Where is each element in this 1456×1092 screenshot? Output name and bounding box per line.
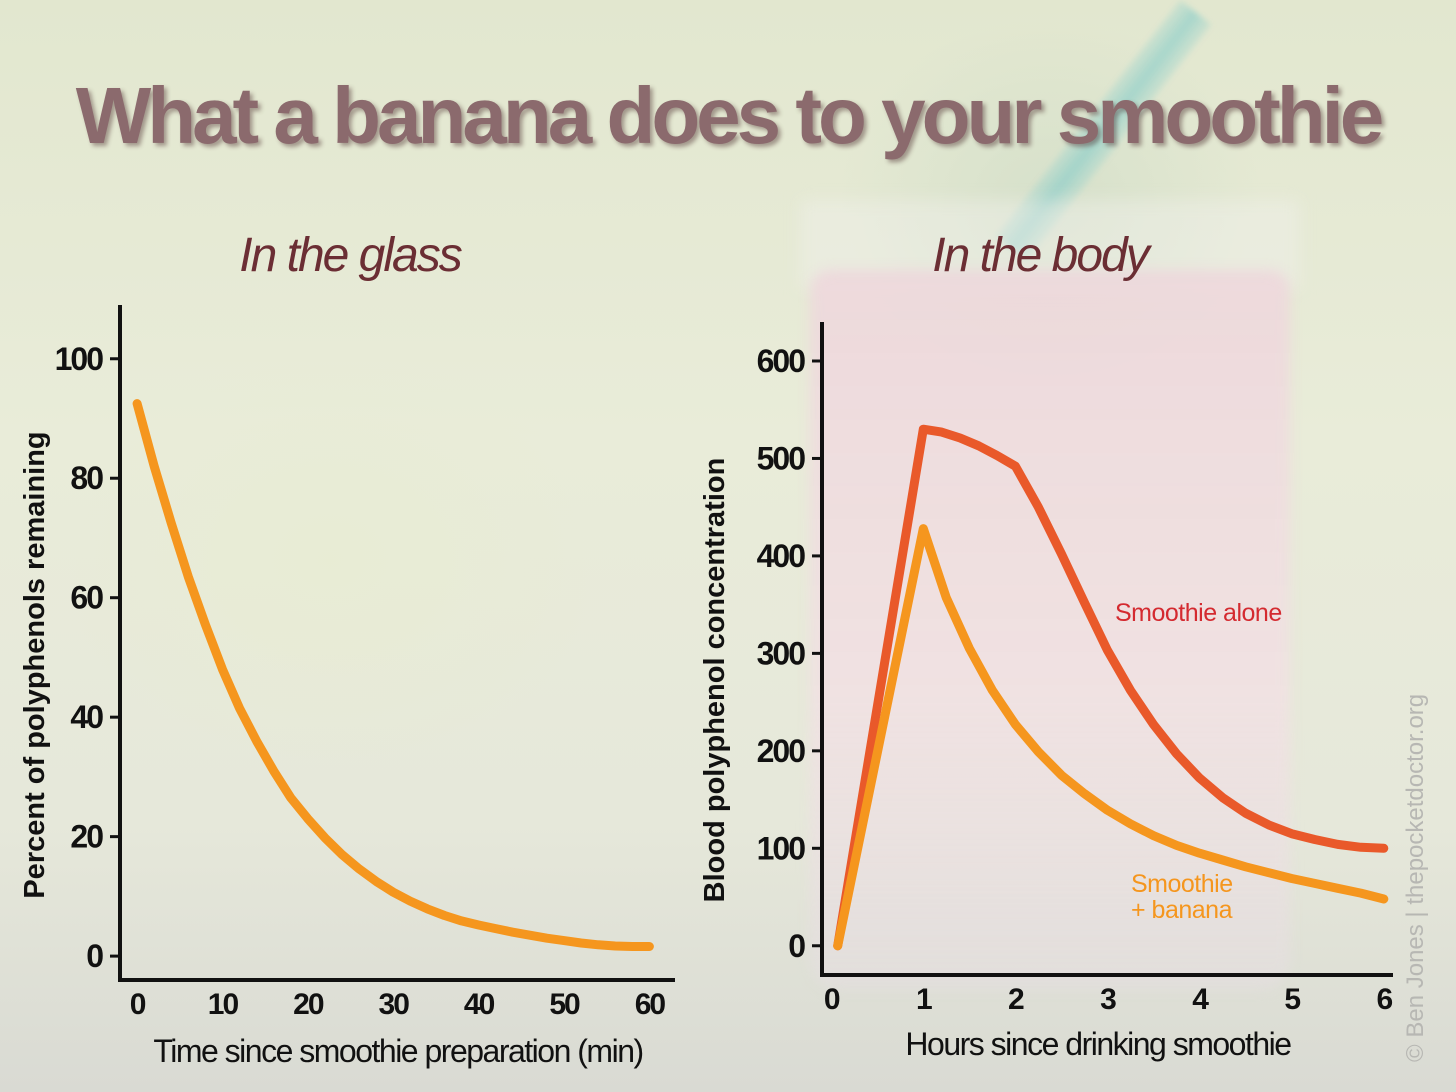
y-tick-label: 80: [70, 460, 103, 496]
series-line-smoothie-alone: [833, 424, 1389, 951]
series-label: Smoothie + banana: [1131, 870, 1233, 924]
credit-text: © Ben Jones | thepocketdoctor.org: [1402, 693, 1429, 1062]
y-tick-label: 20: [70, 819, 103, 855]
y-axis-label: Percent of polyphenols remaining: [19, 431, 51, 898]
y-tick-label: 0: [788, 928, 805, 964]
y-tick-label: 0: [86, 938, 103, 974]
y-tick-label: 600: [757, 343, 806, 379]
series-line-polyphenols: [132, 399, 654, 951]
series-label: Smoothie alone: [1115, 599, 1282, 627]
y-tick-label: 400: [757, 538, 806, 574]
y-axis-label: Blood polyphenol concentration: [699, 458, 731, 903]
y-tick-label: 500: [757, 440, 806, 476]
x-tick-label: 60: [635, 988, 666, 1021]
x-tick-label: 30: [379, 988, 410, 1021]
y-tick-label: 60: [70, 580, 103, 616]
x-tick-label: 0: [130, 988, 146, 1021]
y-tick-label: 300: [757, 635, 806, 671]
x-axis-label: Time since smoothie preparation (min): [153, 1033, 642, 1069]
x-tick-label: 1: [916, 983, 932, 1016]
x-tick-label: 3: [1100, 983, 1116, 1016]
y-tick-label: 100: [757, 830, 806, 866]
x-tick-label: 50: [549, 988, 580, 1021]
x-tick-label: 0: [824, 983, 840, 1016]
y-tick-label: 40: [70, 699, 103, 735]
x-tick-label: 6: [1376, 983, 1392, 1016]
chart-title-glass: In the glass: [239, 229, 462, 282]
x-tick-label: 4: [1192, 983, 1209, 1016]
chart-title-body: In the body: [932, 229, 1150, 282]
x-tick-label: 10: [208, 988, 239, 1021]
series-line-smoothie-banana: [833, 524, 1389, 951]
y-tick-label: 200: [757, 733, 806, 769]
page-title: What a banana does to your smoothie: [75, 71, 1385, 160]
x-tick-label: 2: [1008, 983, 1024, 1016]
x-axis-label: Hours since drinking smoothie: [905, 1026, 1291, 1062]
x-tick-label: 40: [464, 988, 495, 1021]
x-tick-label: 20: [293, 988, 324, 1021]
y-tick-label: 100: [55, 341, 104, 377]
x-tick-label: 5: [1284, 983, 1300, 1016]
